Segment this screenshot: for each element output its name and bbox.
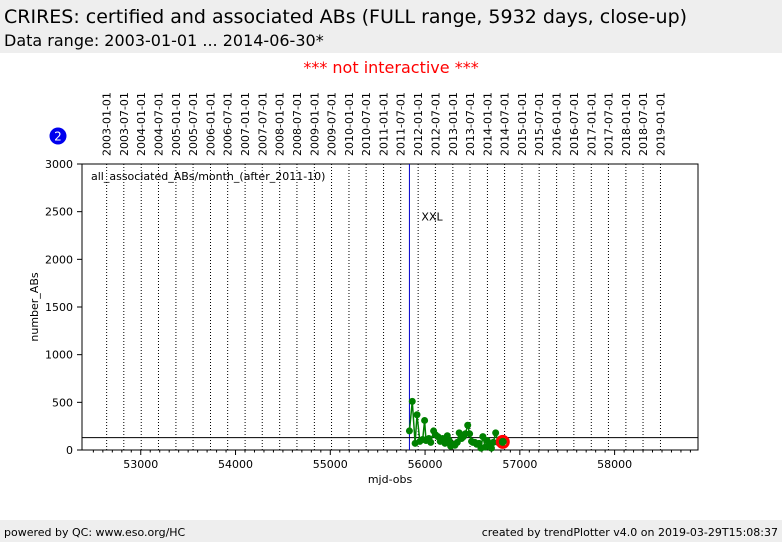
date-tick-label: 2009-01-01 <box>308 92 321 156</box>
date-tick-label: 2016-01-01 <box>551 92 564 156</box>
x-ticks: 53000 54000 55000 56000 57000 58000 <box>92 450 691 471</box>
x-tick-label: 58000 <box>597 458 632 471</box>
x-tick-label: 55000 <box>313 458 348 471</box>
y-axis-label: number_ABs <box>28 272 41 342</box>
series-points <box>405 397 508 452</box>
date-tick-label: 2016-07-01 <box>568 92 581 156</box>
date-tick-label: 2018-01-01 <box>620 92 633 156</box>
date-tick-label: 2013-07-01 <box>464 92 477 156</box>
date-tick-label: 2003-07-01 <box>118 92 131 156</box>
y-tick-label: 3000 <box>45 158 73 171</box>
date-tick-label: 2007-01-01 <box>239 92 252 156</box>
date-tick-label: 2011-07-01 <box>395 92 408 156</box>
legend-label: all_associated_ABs/month_(after_2011-10) <box>91 170 325 183</box>
date-tick-label: 2008-07-01 <box>291 92 304 156</box>
date-tick-label: 2003-01-01 <box>101 92 114 156</box>
date-tick-label: 2017-07-01 <box>602 92 615 156</box>
y-tick-label: 2000 <box>45 253 73 266</box>
x-tick-label: 53000 <box>123 458 158 471</box>
y-tick-label: 500 <box>52 396 73 409</box>
y-tick-label: 1500 <box>45 301 73 314</box>
page-title: CRIRES: certified and associated ABs (FU… <box>4 6 688 28</box>
not-interactive-notice: *** not interactive *** <box>303 58 479 77</box>
date-tick-label: 2014-07-01 <box>499 92 512 156</box>
date-tick-label: 2004-07-01 <box>152 92 165 156</box>
data-point <box>405 427 413 435</box>
footer-credit: powered by QC: www.eso.org/HC <box>4 526 186 539</box>
date-tick-label: 2004-01-01 <box>135 92 148 156</box>
data-point <box>408 397 416 405</box>
data-range: Data range: 2003-01-01 ... 2014-06-30* <box>4 31 324 50</box>
date-tick-label: 2013-01-01 <box>447 92 460 156</box>
data-point <box>500 437 508 445</box>
xxl-annotation: XXL <box>421 210 443 223</box>
date-tick-label: 2015-07-01 <box>533 92 546 156</box>
footer-bar: powered by QC: www.eso.org/HC created by… <box>0 520 782 542</box>
date-tick-label: 2006-07-01 <box>222 92 235 156</box>
date-tick-label: 2005-07-01 <box>187 92 200 156</box>
date-tick-label: 2009-07-01 <box>326 92 339 156</box>
date-tick-label: 2011-01-01 <box>378 92 391 156</box>
badge-number: 2 <box>54 130 62 144</box>
date-grid <box>106 164 661 450</box>
data-point <box>413 411 421 419</box>
date-tick-label: 2012-07-01 <box>429 92 442 156</box>
date-tick-label: 2018-07-01 <box>637 92 650 156</box>
data-point <box>487 444 495 452</box>
y-tick-label: 1000 <box>45 349 73 362</box>
data-point <box>492 429 500 437</box>
plot-frame <box>81 163 699 451</box>
highlight-marker <box>495 434 510 449</box>
date-tick-label: 2014-01-01 <box>481 92 494 156</box>
badge-circle <box>49 127 67 145</box>
x-tick-label: 57000 <box>502 458 537 471</box>
footer-timestamp: created by trendPlotter v4.0 on 2019-03-… <box>481 526 778 539</box>
date-tick-label: 2017-01-01 <box>585 92 598 156</box>
date-tick-label: 2010-01-01 <box>343 92 356 156</box>
date-tick-label: 2010-07-01 <box>360 92 373 156</box>
x-axis-label: mjd-obs <box>368 473 413 486</box>
data-point <box>427 438 435 446</box>
y-tick-label: 0 <box>66 444 73 457</box>
date-tick-label: 2019-01-01 <box>654 92 667 156</box>
header-bar: CRIRES: certified and associated ABs (FU… <box>0 0 782 53</box>
y-tick-label: 2500 <box>45 206 73 219</box>
x-tick-label: 56000 <box>408 458 443 471</box>
data-point <box>466 430 474 438</box>
date-tick-label: 2007-07-01 <box>256 92 269 156</box>
x-tick-label: 54000 <box>218 458 253 471</box>
data-point <box>421 416 429 424</box>
date-tick-label: 2006-01-01 <box>205 92 218 156</box>
date-tick-labels: 2003-01-01 2003-07-01 2004-01-01 2004-07-01… <box>101 92 668 156</box>
chart: 2003-01-01 2003-07-01 2004-01-01 2004-07-01… <box>28 92 699 486</box>
data-point <box>464 421 472 429</box>
date-tick-label: 2005-01-01 <box>170 92 183 156</box>
date-tick-label: 2012-01-01 <box>412 92 425 156</box>
y-ticks: 0 500 1000 1500 2000 2500 3000 <box>45 158 82 457</box>
date-tick-label: 2008-01-01 <box>274 92 287 156</box>
date-tick-label: 2015-01-01 <box>516 92 529 156</box>
